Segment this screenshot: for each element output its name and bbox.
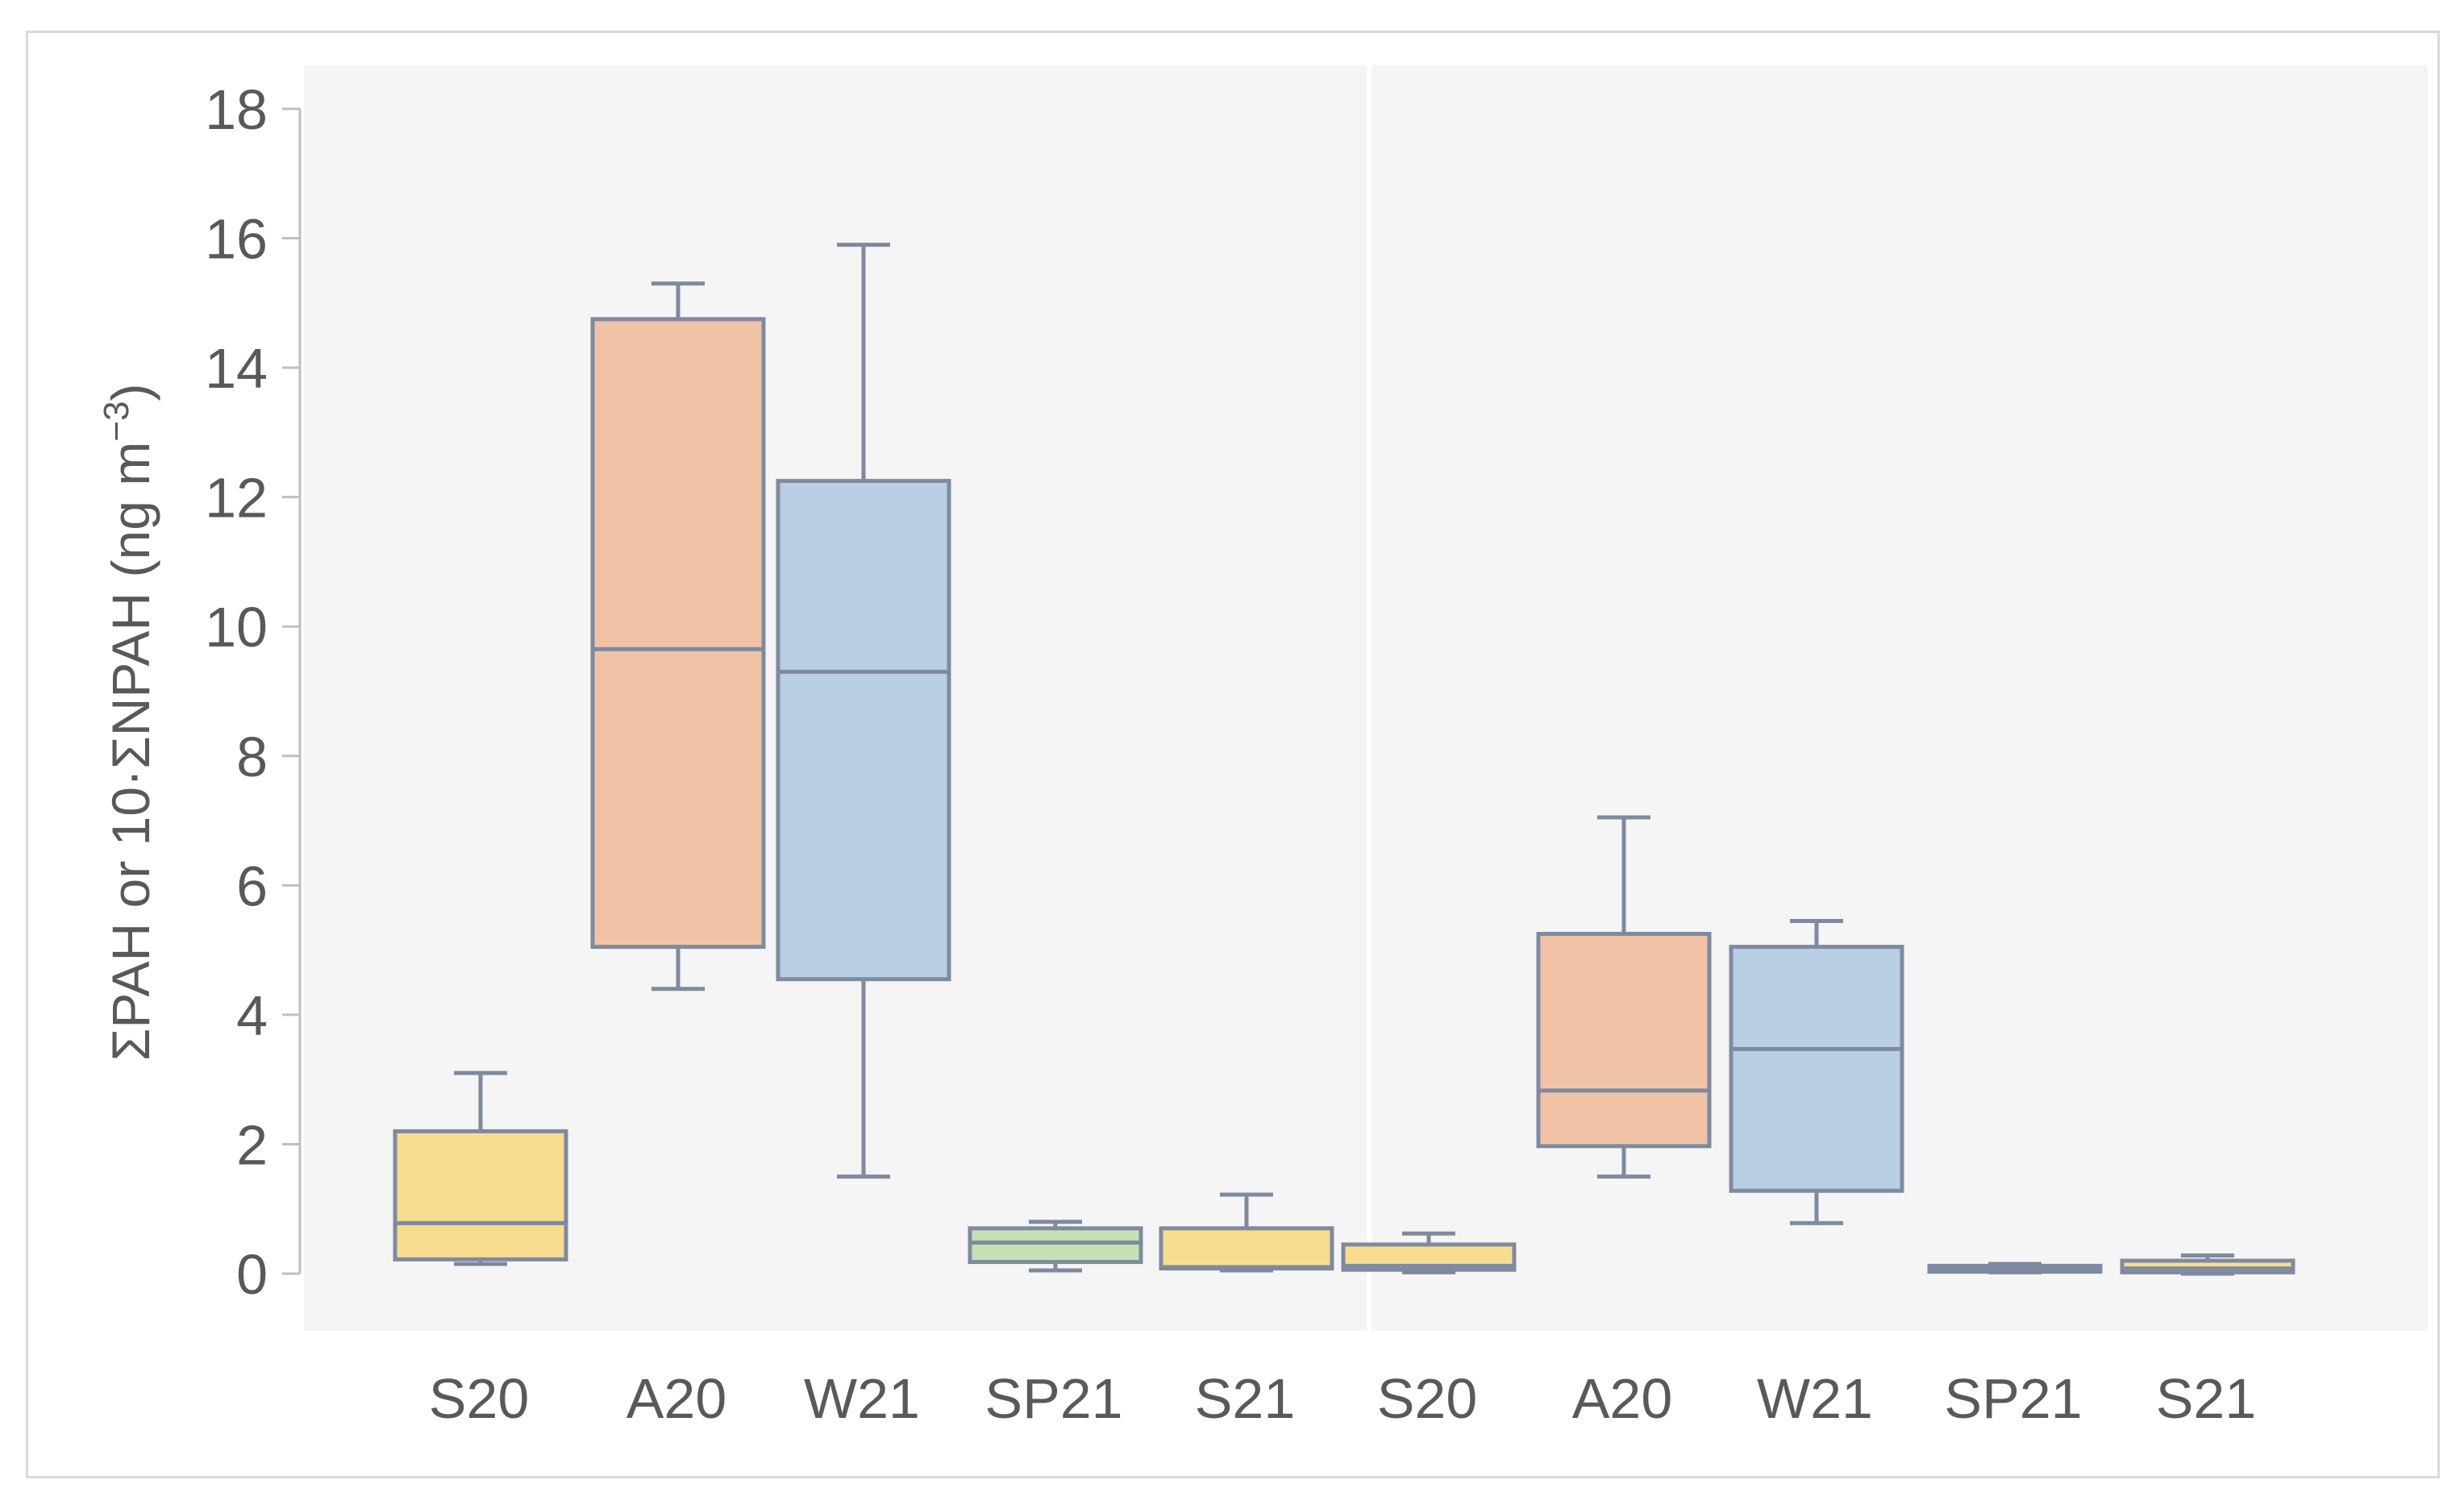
y-tick-label: 2: [236, 1113, 268, 1176]
iqr-box: [1159, 1226, 1334, 1271]
box-w21-pah: [776, 243, 951, 1179]
x-tick-label: S21: [1195, 1367, 1296, 1430]
x-tick-label: W21: [1757, 1367, 1873, 1430]
box-a20-pah: [590, 281, 766, 991]
x-tick-labels: S20 A20 W21 SP21 S21 S20 A20 W21 SP21 S21: [429, 1367, 2257, 1430]
y-axis: 0 2 4 6 8 10 12 14 16 18: [205, 78, 302, 1306]
y-axis-title-main: ΣPAH or 10·ΣNPAH (ng m: [101, 442, 160, 1062]
iqr-box: [1536, 932, 1712, 1149]
x-tick-label: SP21: [984, 1367, 1122, 1430]
y-tick-label: 6: [236, 854, 268, 917]
box-sp21-pah: [968, 1220, 1143, 1273]
figure-frame: 0 2 4 6 8 10 12 14 16 18 S20 A20 W21 SP21 S21 S20 A20 W2…: [26, 31, 2440, 1478]
y-tick-label: 10: [205, 596, 268, 659]
x-tick-label: A20: [1572, 1367, 1673, 1430]
iqr-box: [776, 479, 951, 982]
y-axis-title: ΣPAH or 10·ΣNPAH (ng m−3): [97, 384, 160, 1062]
box-s20-pah: [393, 1070, 568, 1266]
box-w21-npah: [1729, 918, 1904, 1225]
iqr-box: [1729, 945, 1904, 1193]
y-tick-label: 12: [205, 467, 268, 530]
iqr-box: [590, 317, 766, 950]
iqr-box: [968, 1226, 1143, 1265]
x-tick-label: S20: [429, 1367, 530, 1430]
box-series: [393, 243, 2295, 1276]
y-tick-label: 18: [205, 78, 268, 141]
x-tick-label: A20: [626, 1367, 727, 1430]
x-tick-label: W21: [804, 1367, 920, 1430]
x-tick-label: SP21: [1944, 1367, 2082, 1430]
y-tick-label: 4: [236, 984, 268, 1047]
y-tick-label: 14: [205, 337, 268, 400]
box-sp21-npah: [1927, 1262, 2103, 1274]
x-tick-label: S21: [2156, 1367, 2257, 1430]
box-s20-npah: [1341, 1231, 1517, 1274]
y-tick-label: 0: [236, 1243, 268, 1306]
boxplot-chart: 0 2 4 6 8 10 12 14 16 18 S20 A20 W21 SP21 S21 S20 A20 W2…: [97, 65, 2428, 1430]
y-tick-label: 8: [236, 725, 268, 788]
y-axis-title-close: ): [101, 384, 160, 401]
x-tick-label: S20: [1377, 1367, 1478, 1430]
iqr-box: [393, 1129, 568, 1262]
box-s21-npah: [2120, 1253, 2295, 1276]
y-tick-label: 16: [205, 208, 268, 271]
y-axis-title-superscript: −3: [97, 401, 136, 442]
box-s21-pah: [1159, 1192, 1334, 1273]
box-a20-npah: [1536, 815, 1712, 1179]
